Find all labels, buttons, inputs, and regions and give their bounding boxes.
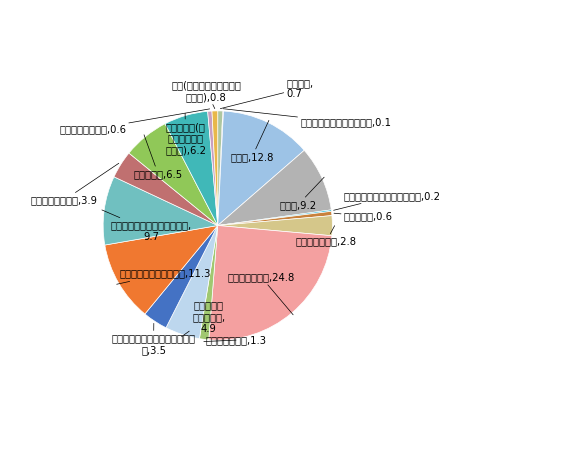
- Wedge shape: [218, 210, 331, 226]
- Text: 鉱業，採石業，砂利採取業,0.1: 鉱業，採石業，砂利採取業,0.1: [223, 109, 391, 127]
- Text: 金融業，保険業,1.3: 金融業，保険業,1.3: [204, 335, 266, 345]
- Wedge shape: [129, 124, 218, 226]
- Text: 不動産業，
物品賃貸業,
4.9: 不動産業， 物品賃貸業, 4.9: [182, 300, 225, 336]
- Text: 生活関連サービス業，娯楽業,
9.7: 生活関連サービス業，娯楽業, 9.7: [102, 210, 192, 242]
- Wedge shape: [199, 226, 218, 340]
- Wedge shape: [218, 111, 304, 226]
- Wedge shape: [218, 216, 332, 236]
- Wedge shape: [207, 111, 218, 226]
- Wedge shape: [218, 150, 331, 226]
- Text: 医療，福祉,6.5: 医療，福祉,6.5: [134, 135, 183, 179]
- Text: 卸売業，小売業,24.8: 卸売業，小売業,24.8: [227, 272, 295, 315]
- Wedge shape: [166, 226, 218, 339]
- Wedge shape: [218, 212, 332, 226]
- Text: サービス業(他
に分類されな
いもの),6.2: サービス業(他 に分類されな いもの),6.2: [165, 113, 206, 155]
- Text: 公務(他に分類されるもの
を除く),0.8: 公務(他に分類されるもの を除く),0.8: [171, 80, 241, 109]
- Wedge shape: [165, 111, 218, 226]
- Wedge shape: [218, 111, 223, 226]
- Text: 運輸業，郵便業,2.8: 運輸業，郵便業,2.8: [296, 226, 356, 247]
- Wedge shape: [145, 226, 218, 328]
- Wedge shape: [103, 177, 218, 245]
- Text: 宿泊業，飲食サービス業,11.3: 宿泊業，飲食サービス業,11.3: [117, 269, 211, 284]
- Text: 建設業,12.8: 建設業,12.8: [230, 120, 274, 162]
- Wedge shape: [209, 226, 332, 340]
- Text: 電気・ガス・熱供給・水道業,0.2: 電気・ガス・熱供給・水道業,0.2: [333, 191, 441, 210]
- Text: 農林漁業,
0.7: 農林漁業, 0.7: [220, 78, 313, 109]
- Wedge shape: [105, 226, 218, 314]
- Wedge shape: [212, 111, 218, 226]
- Wedge shape: [218, 111, 223, 226]
- Text: 製造業,9.2: 製造業,9.2: [280, 177, 324, 210]
- Text: 学術研究，専門・技術サービス
業,3.5: 学術研究，専門・技術サービス 業,3.5: [112, 323, 195, 355]
- Wedge shape: [114, 153, 218, 226]
- Text: 情報通信業,0.6: 情報通信業,0.6: [334, 212, 393, 221]
- Text: 教育，学習支援業,3.9: 教育，学習支援業,3.9: [30, 163, 119, 205]
- Text: 複合サービス事業,0.6: 複合サービス事業,0.6: [59, 109, 210, 134]
